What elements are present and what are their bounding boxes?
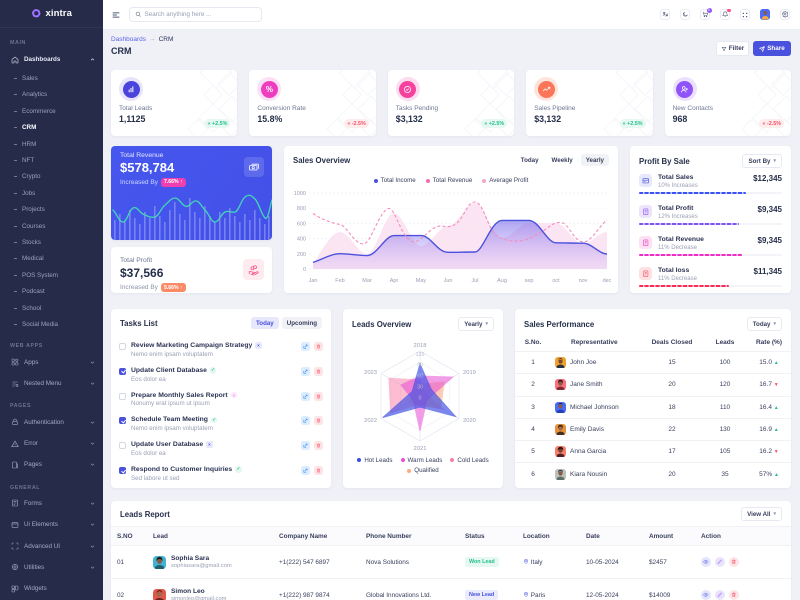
svg-text:Jan: Jan bbox=[309, 278, 318, 284]
svg-text:Feb: Feb bbox=[335, 278, 344, 284]
svg-text:May: May bbox=[416, 278, 427, 284]
svg-text:800: 800 bbox=[297, 206, 306, 212]
svg-text:nov: nov bbox=[579, 278, 588, 284]
svg-text:Aug: Aug bbox=[497, 278, 507, 284]
svg-text:Mar: Mar bbox=[362, 278, 372, 284]
svg-text:sep: sep bbox=[525, 278, 534, 284]
svg-text:120: 120 bbox=[416, 352, 425, 358]
svg-text:0: 0 bbox=[419, 396, 422, 402]
svg-text:2022: 2022 bbox=[364, 418, 377, 424]
svg-text:Apr: Apr bbox=[390, 278, 399, 284]
svg-text:dec: dec bbox=[603, 278, 611, 284]
svg-text:60: 60 bbox=[417, 374, 423, 380]
svg-text:200: 200 bbox=[297, 252, 306, 258]
svg-text:2018: 2018 bbox=[414, 343, 427, 349]
svg-text:0: 0 bbox=[303, 267, 306, 273]
svg-text:oct: oct bbox=[552, 278, 560, 284]
svg-text:Jun: Jun bbox=[444, 278, 453, 284]
svg-text:2023: 2023 bbox=[364, 370, 377, 376]
svg-text:90: 90 bbox=[417, 363, 423, 369]
svg-text:600: 600 bbox=[297, 221, 306, 227]
svg-text:400: 400 bbox=[297, 237, 306, 243]
svg-text:2020: 2020 bbox=[463, 418, 476, 424]
svg-text:2019: 2019 bbox=[463, 370, 476, 376]
svg-text:Jul: Jul bbox=[471, 278, 478, 284]
svg-text:2021: 2021 bbox=[414, 446, 427, 452]
svg-text:1000: 1000 bbox=[294, 191, 306, 197]
svg-text:30: 30 bbox=[417, 385, 423, 391]
